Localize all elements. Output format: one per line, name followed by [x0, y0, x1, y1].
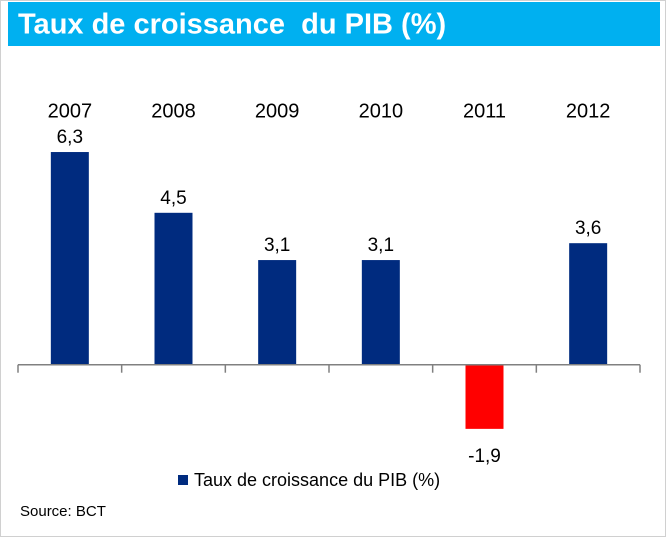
data-label: -1,9: [468, 446, 501, 467]
bar: [465, 364, 504, 429]
bar: [154, 212, 193, 365]
data-label: 4,5: [160, 188, 186, 209]
data-label: 3,1: [264, 235, 290, 256]
x-tick-label: 2011: [463, 100, 506, 122]
bar: [569, 243, 608, 365]
chart-title: Taux de croissance du PIB (%): [18, 9, 446, 41]
x-tick-label: 2010: [359, 100, 404, 122]
legend-label: Taux de croissance du PIB (%): [194, 470, 440, 490]
data-label: 6,3: [57, 127, 83, 148]
x-tick-label: 2008: [151, 100, 196, 122]
bar: [361, 260, 400, 365]
x-tick-label: 2012: [566, 100, 611, 122]
bar: [258, 260, 297, 365]
legend-swatch: [178, 475, 188, 485]
title-band: [8, 2, 660, 46]
source: Source: BCT: [20, 503, 106, 520]
x-tick-label: 2009: [255, 100, 300, 122]
data-label: 3,6: [575, 218, 601, 239]
bar: [50, 152, 89, 365]
data-label: 3,1: [368, 235, 394, 256]
x-tick-label: 2007: [48, 100, 93, 122]
